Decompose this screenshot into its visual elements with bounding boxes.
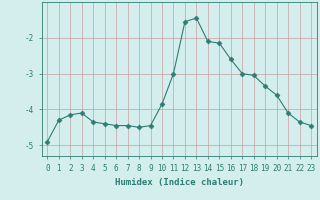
X-axis label: Humidex (Indice chaleur): Humidex (Indice chaleur) — [115, 178, 244, 187]
